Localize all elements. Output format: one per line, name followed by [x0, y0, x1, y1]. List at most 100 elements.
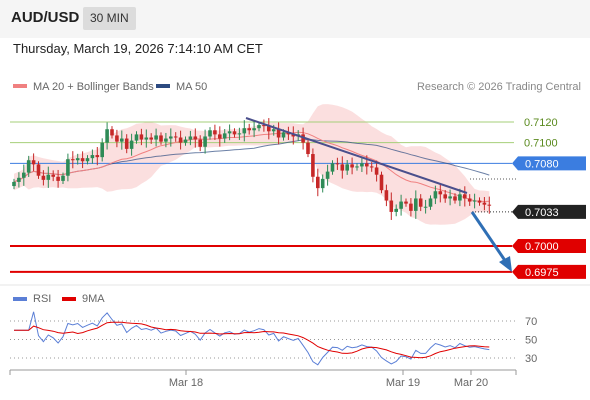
candle-body-12	[71, 159, 75, 161]
candle-body-18	[100, 142, 104, 158]
candle-body-52	[267, 126, 271, 132]
ma20-legend-swatch	[13, 84, 27, 88]
candle-body-27	[144, 137, 149, 140]
candle-body-65	[330, 163, 335, 172]
candle-body-44	[227, 131, 232, 134]
candle-body-42	[218, 134, 222, 139]
candle-body-90	[453, 196, 457, 201]
candle-body-35	[183, 139, 188, 143]
rsi-layer: 70 50 30	[10, 311, 537, 366]
candle-body-40	[208, 130, 212, 137]
candle-body-43	[222, 133, 227, 139]
candle-body-21	[115, 135, 119, 142]
candle-body-67	[340, 164, 345, 171]
candle-body-93	[467, 198, 472, 202]
last-price-label: 0.7033	[525, 207, 559, 219]
candle-body-57	[291, 134, 296, 137]
candle-body-47	[242, 128, 247, 134]
candle-body-41	[213, 130, 217, 135]
resistance-trendline	[245, 117, 468, 194]
x-tick-label-1: Mar 19	[386, 377, 420, 389]
level-label-0.7100: 0.7100	[524, 138, 558, 150]
candle-body-6	[41, 175, 46, 180]
candle-body-31	[164, 138, 168, 142]
ma50-legend-swatch	[156, 84, 170, 88]
candle-body-38	[198, 139, 202, 147]
candle-body-45	[232, 131, 237, 135]
candle-body-8	[51, 174, 55, 177]
candle-body-10	[61, 175, 65, 181]
candle-body-97	[487, 204, 492, 206]
candle-body-82	[414, 198, 418, 211]
candle-body-80	[404, 201, 408, 204]
candle-body-50	[257, 125, 261, 129]
candle-body-5	[36, 164, 41, 176]
x-tick-label-2: Mar 20	[454, 377, 488, 389]
candle-body-15	[85, 158, 90, 162]
candle-body-53	[271, 129, 276, 132]
level-tag-0.7080	[512, 156, 586, 171]
level-label-0.7000: 0.7000	[525, 241, 559, 253]
candle-body-79	[399, 201, 403, 209]
candle-body-32	[169, 136, 173, 139]
candle-body-60	[306, 142, 310, 155]
rsi-level-label-50: 50	[525, 335, 537, 347]
last-price-tag	[512, 204, 586, 219]
candle-body-59	[301, 134, 305, 143]
candle-body-77	[389, 200, 394, 212]
header-bar: AUD/USD 30 MIN	[0, 0, 590, 38]
candle-body-86	[433, 191, 438, 199]
rsi-level-label-70: 70	[525, 316, 537, 328]
ma20-legend-label: MA 20 + Bollinger Bands	[33, 81, 154, 93]
candle-body-94	[472, 200, 477, 202]
candle-body-34	[178, 137, 183, 143]
candle-body-16	[90, 155, 95, 159]
candle-body-66	[335, 163, 340, 165]
timeframe-badge[interactable]: 30 MIN	[83, 7, 136, 30]
candle-body-95	[477, 200, 482, 203]
candle-body-22	[120, 138, 124, 142]
candle-body-28	[149, 137, 153, 140]
candle-body-4	[31, 160, 36, 165]
candle-body-48	[247, 128, 251, 131]
candle-body-23	[124, 138, 129, 149]
candle-body-72	[365, 163, 369, 167]
candle-body-11	[66, 159, 70, 176]
price-layer: 0.7120 0.7100 0.7080 0.7000 0.6975 0.7033	[10, 104, 586, 279]
forecast-arrow-head	[499, 256, 512, 272]
candle-body-39	[203, 136, 207, 147]
level-tag-0.7000	[512, 239, 586, 253]
candle-body-51	[262, 125, 266, 127]
candle-body-96	[482, 202, 487, 205]
candle-body-2	[22, 172, 26, 178]
x-axis-labels: Mar 18 Mar 19 Mar 20	[169, 370, 488, 389]
candle-body-36	[188, 136, 193, 140]
candle-body-54	[276, 129, 281, 138]
candle-body-37	[193, 136, 198, 140]
rsi-line	[14, 311, 490, 366]
candle-body-89	[448, 196, 452, 199]
candle-body-14	[80, 158, 85, 162]
candle-body-0	[12, 181, 16, 187]
candle-body-1	[17, 177, 21, 182]
candle-body-81	[409, 203, 413, 211]
candle-body-61	[311, 154, 315, 177]
candle-body-63	[320, 178, 325, 189]
datetime-label: Thursday, March 19, 2026 7:14:10 AM CET	[13, 41, 263, 56]
level-label-0.7080: 0.7080	[525, 158, 559, 170]
candle-body-75	[379, 174, 384, 191]
candle-body-29	[154, 135, 158, 140]
candle-body-85	[428, 198, 433, 207]
ma50-legend-label: MA 50	[176, 81, 207, 93]
candle-body-71	[360, 163, 364, 167]
candle-body-92	[463, 194, 467, 199]
candle-body-17	[95, 155, 100, 158]
ma20-line	[13, 131, 490, 203]
candle-body-78	[394, 208, 398, 212]
candle-body-84	[423, 206, 428, 208]
candle-body-73	[369, 166, 374, 168]
candle-body-7	[46, 174, 51, 180]
forecast-arrow-shaft	[470, 211, 508, 263]
candle-body-70	[355, 166, 359, 168]
